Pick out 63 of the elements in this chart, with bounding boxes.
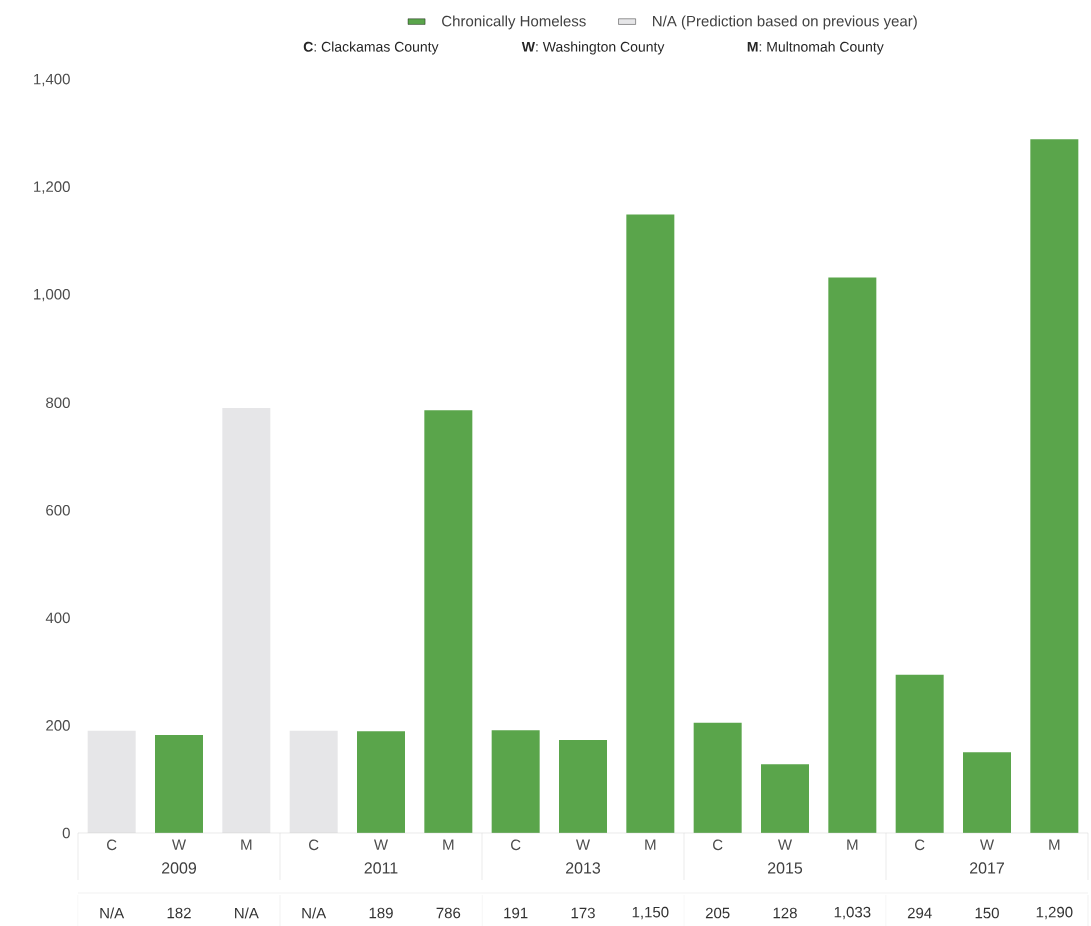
data-label: 191 [504,907,528,919]
bar [155,735,203,833]
x-tick-label: W [777,839,793,850]
text: N/A [302,907,327,919]
x-tick-label: C [713,839,723,851]
bar [895,674,944,833]
y-tick-label: 1,200 [34,181,70,194]
bar [559,739,607,833]
text: 2011 [364,862,398,874]
bar [357,731,405,833]
y-tick-label: 0 [62,827,70,839]
bar [963,752,1011,833]
bar [491,730,540,833]
data-label: 1,150 [632,906,669,920]
x-tick-label: W [575,839,591,850]
bar [222,408,271,833]
x-tick-label: W [373,839,389,850]
y-tick-label: 800 [46,397,70,409]
text: 2015 [768,862,803,874]
x-tick-label: C [309,839,319,851]
text: W: Washington County [521,41,665,55]
y-tick-label: 600 [46,504,70,516]
data-label: 205 [705,907,730,919]
data-label: 294 [907,907,932,919]
bar [626,214,675,833]
bar [289,730,338,833]
data-label: 173 [571,907,595,919]
x-tick-label: M [847,839,858,850]
x-tick-label: C [915,839,925,851]
legend-label: N/A (Prediction based on previous year) [653,15,917,30]
bar [693,722,742,833]
bar [828,277,877,833]
bar [87,730,136,833]
text: N/A [235,907,259,919]
x-tick-label: M [241,839,252,850]
bar [424,410,473,833]
data-label: 1,033 [834,906,871,920]
text: C: Clackamas County [303,41,439,55]
x-tick-label: M [645,839,656,850]
y-tick-label: 1,000 [34,288,70,302]
data-label: 182 [167,907,191,919]
data-label: 128 [773,907,797,919]
y-tick-label: 1,400 [34,73,70,87]
bar [761,764,809,833]
text: 2013 [566,862,601,874]
x-tick-label: W [979,839,995,850]
legend-label: Chronically Homeless [442,15,586,30]
data-label: 1,290 [1036,906,1073,920]
x-tick-label: M [443,839,454,850]
text: 2009 [162,862,197,874]
x-tick-label: C [107,839,117,851]
y-tick-label: 400 [45,612,70,624]
x-tick-label: M [1049,839,1060,850]
text: N/A [100,907,125,919]
bar [1030,139,1079,833]
y-tick-label: 200 [46,720,70,731]
x-tick-label: C [511,839,521,851]
text: M: Multnomah County [747,41,884,55]
data-label: 786 [436,907,461,919]
data-label: 150 [975,907,999,919]
text: 2017 [970,862,1004,874]
data-label: 189 [369,907,393,919]
x-tick-label: W [171,839,187,850]
